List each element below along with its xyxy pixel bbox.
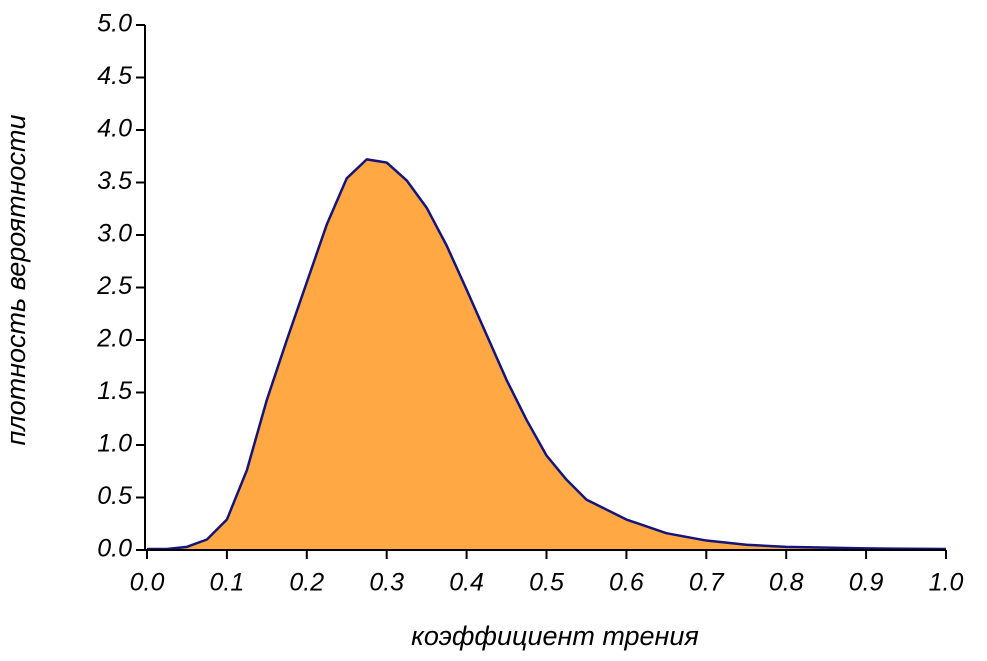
y-tick-label: 0.5: [97, 482, 132, 510]
x-tick-label: 0.4: [449, 569, 484, 597]
x-tick-label: 0.8: [769, 569, 804, 597]
y-tick-label: 4.5: [97, 62, 132, 90]
y-axis-title: плотность вероятности: [1, 115, 31, 446]
y-tick-label: 2.5: [96, 272, 132, 300]
x-tick-label: 0.9: [849, 569, 884, 597]
x-axis-title: коэффициент трения: [411, 621, 699, 651]
x-tick-label: 0.1: [210, 569, 245, 597]
y-tick-label: 1.5: [97, 377, 132, 405]
x-tick-label: 0.6: [609, 569, 644, 597]
area-fill: [147, 159, 946, 550]
x-tick-label: 0.2: [289, 569, 324, 597]
y-tick-label: 3.5: [97, 167, 132, 195]
y-tick-label: 0.0: [97, 535, 132, 563]
x-tick-label: 0.7: [689, 569, 725, 597]
y-tick-label: 1.0: [97, 430, 132, 458]
y-tick-label: 4.0: [97, 115, 132, 143]
x-tick-label: 0.5: [529, 569, 564, 597]
x-tick-label: 1.0: [929, 569, 964, 597]
y-tick-label: 3.0: [97, 220, 132, 248]
x-tick-label: 0.3: [369, 569, 404, 597]
area-line: [147, 158, 947, 551]
y-tick-label: 2.0: [96, 325, 132, 353]
x-tick-label: 0.0: [130, 569, 165, 597]
y-tick-label: 5.0: [97, 10, 132, 38]
